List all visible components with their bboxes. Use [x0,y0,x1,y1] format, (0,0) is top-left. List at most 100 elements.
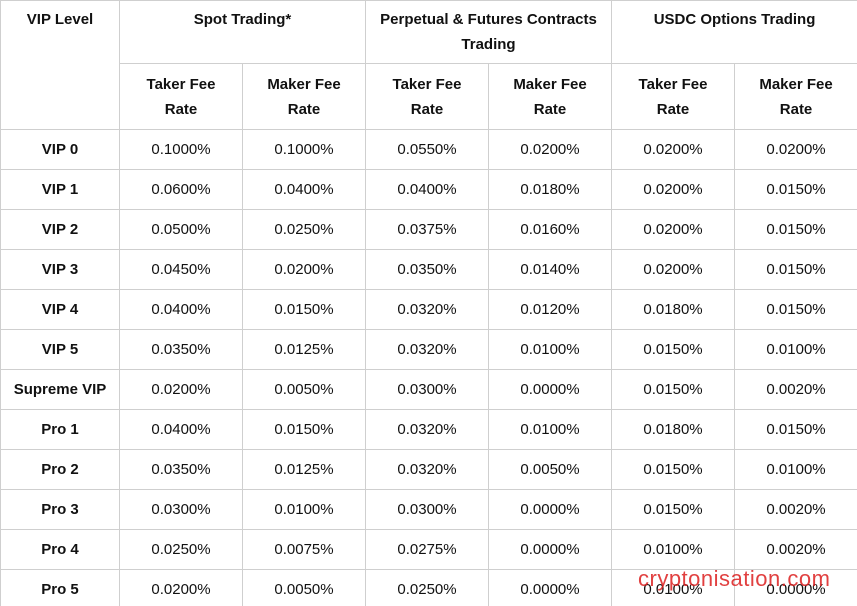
sub-header: Maker Fee Rate [242,63,366,130]
fee-cell: 0.0275% [365,529,489,570]
fee-cell: 0.1000% [119,129,243,170]
table-row: Pro 4 0.0250% 0.0075% 0.0275% 0.0000% 0.0100%… [0,529,857,570]
fee-cell: 0.0320% [365,329,489,370]
fee-cell: 0.0320% [365,409,489,450]
level-cell: VIP 1 [0,169,120,210]
sub-header: Taker Fee Rate [119,63,243,130]
fee-cell: 0.0600% [119,169,243,210]
fee-cell: 0.0250% [365,569,489,606]
fee-cell: 0.0160% [487,209,613,250]
fee-cell: 0.0200% [734,129,857,170]
sub-header: Maker Fee Rate [487,63,613,130]
fee-cell: 0.0125% [242,329,366,370]
fee-cell: 0.0200% [611,169,736,210]
group-header: USDC Options Trading [611,0,857,64]
table-row: VIP 4 0.0400% 0.0150% 0.0320% 0.0120% 0.0180%… [0,289,857,330]
fee-cell: 0.0300% [365,489,489,530]
fee-cell: 0.0350% [119,329,243,370]
level-cell: VIP 5 [0,329,120,370]
fee-cell: 0.0320% [365,449,489,490]
fee-cell: 0.0150% [611,489,736,530]
table-body: VIP 0 0.1000% 0.1000% 0.0550% 0.0200% 0.0200%… [0,129,857,606]
fee-cell: 0.0125% [242,449,366,490]
fee-cell: 0.0050% [242,369,366,410]
table-row: Pro 3 0.0300% 0.0100% 0.0300% 0.0000% 0.0150%… [0,489,857,530]
fee-cell: 0.0150% [242,409,366,450]
watermark: cryptonisation.com [638,566,831,591]
sub-header: Taker Fee Rate [611,63,736,130]
table-row: Pro 5 0.0200% 0.0050% 0.0250% 0.0000% 0.0100%… [0,569,857,606]
table-row: VIP 5 0.0350% 0.0125% 0.0320% 0.0100% 0.0150%… [0,329,857,370]
level-cell: Pro 3 [0,489,120,530]
fee-cell: 0.0050% [242,569,366,606]
table-row: VIP 2 0.0500% 0.0250% 0.0375% 0.0160% 0.0200%… [0,209,857,250]
fee-cell: 0.0020% [734,489,857,530]
fee-cell: 0.0150% [734,249,857,290]
fee-cell: 0.1000% [242,129,366,170]
fee-cell: 0.0250% [242,209,366,250]
fee-cell: 0.0150% [734,169,857,210]
fee-cell: 0.0120% [487,289,613,330]
level-cell: VIP 4 [0,289,120,330]
fee-cell: 0.0200% [611,249,736,290]
fee-cell: 0.0200% [242,249,366,290]
fee-cell: 0.0020% [734,369,857,410]
fee-cell: 0.0250% [119,529,243,570]
level-cell: Pro 4 [0,529,120,570]
fee-cell: 0.0450% [119,249,243,290]
fee-cell: 0.0100% [487,409,613,450]
level-cell: VIP 2 [0,209,120,250]
sub-header: Maker Fee Rate [734,63,857,130]
fee-cell: 0.0500% [119,209,243,250]
fee-cell: 0.0300% [365,369,489,410]
fee-cell: 0.0150% [734,209,857,250]
header-cell: VIP Level [0,0,120,130]
level-cell: Supreme VIP [0,369,120,410]
group-header: Spot Trading* [119,0,366,64]
table-row: Pro 1 0.0400% 0.0150% 0.0320% 0.0100% 0.0180%… [0,409,857,450]
fee-cell: 0.0180% [611,289,736,330]
fee-cell: 0.0350% [365,249,489,290]
fee-cell: 0.0300% [119,489,243,530]
fee-cell: 0.0000% [487,489,613,530]
fee-cell: 0.0550% [365,129,489,170]
fee-cell: 0.0000% [734,569,857,606]
fee-cell: 0.0075% [242,529,366,570]
group-header: Perpetual & Futures Contracts Trading [364,0,613,64]
fee-cell: 0.0050% [487,449,613,490]
fee-cell: 0.0400% [119,409,243,450]
fee-cell: 0.0320% [365,289,489,330]
level-cell: VIP 0 [0,129,120,170]
fee-cell: 0.0000% [487,569,613,606]
fee-cell: 0.0400% [119,289,243,330]
fee-cell: 0.0180% [487,169,613,210]
fee-cell: 0.0350% [119,449,243,490]
table-row: Supreme VIP 0.0200% 0.0050% 0.0300% 0.0000% 0… [0,369,857,410]
fee-cell: 0.0200% [119,569,243,606]
fee-cell: 0.0150% [734,409,857,450]
fee-cell: 0.0375% [365,209,489,250]
table-row: Pro 2 0.0350% 0.0125% 0.0320% 0.0050% 0.0150%… [0,449,857,490]
fee-cell: 0.0150% [242,289,366,330]
fee-cell: 0.0020% [734,529,857,570]
fee-cell: 0.0100% [734,329,857,370]
fee-cell: 0.0100% [611,529,736,570]
fee-cell: 0.0150% [611,329,736,370]
fee-cell: 0.0100% [242,489,366,530]
fee-cell: 0.0400% [242,169,366,210]
table-row: VIP 1 0.0600% 0.0400% 0.0400% 0.0180% 0.0200%… [0,169,857,210]
fee-cell: 0.0200% [611,209,736,250]
fee-cell: 0.0200% [487,129,613,170]
level-cell: Pro 2 [0,449,120,490]
fee-cell: 0.0150% [734,289,857,330]
level-cell: VIP 3 [0,249,120,290]
fee-cell: 0.0400% [365,169,489,210]
level-cell: Pro 1 [0,409,120,450]
fee-cell: 0.0150% [611,449,736,490]
fee-cell: 0.0000% [487,369,613,410]
table-row: VIP 0 0.1000% 0.1000% 0.0550% 0.0200% 0.0200%… [0,129,857,170]
fee-cell: 0.0000% [487,529,613,570]
sub-header: Taker Fee Rate [365,63,489,130]
